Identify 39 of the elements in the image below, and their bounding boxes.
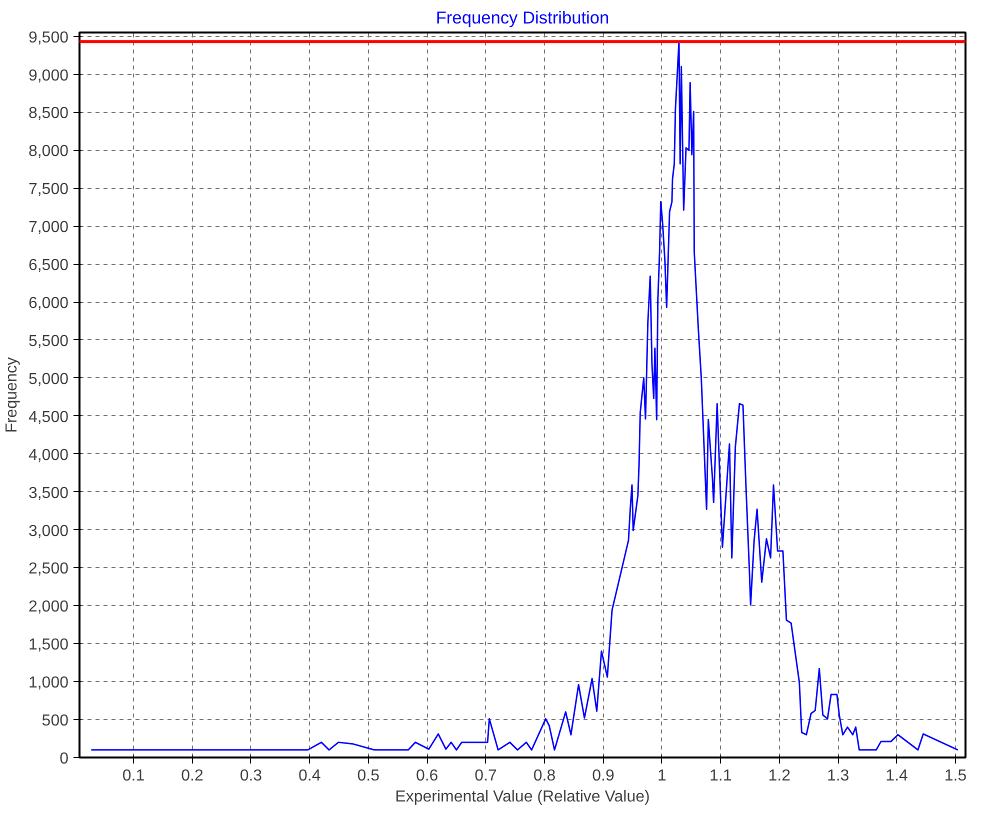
y-tick-label: 2,000: [28, 598, 69, 616]
y-axis-title: Frequency: [3, 357, 20, 433]
x-tick-label: 0.2: [181, 768, 204, 784]
y-tick-label: 5,500: [28, 332, 69, 350]
y-tick-label: 9,000: [28, 67, 69, 84]
x-tick-label: 1.3: [826, 768, 850, 784]
x-tick-label: 0.9: [592, 768, 614, 784]
x-tick-label: 0.6: [416, 768, 438, 784]
y-tick-label: 7,000: [28, 219, 69, 236]
x-tick-label: 1.4: [886, 768, 908, 784]
y-tick-label: 7,500: [28, 181, 69, 198]
y-tick-label: 4,000: [28, 446, 69, 464]
y-tick-label: 3,500: [28, 484, 69, 502]
x-axis-title: Experimental Value (Relative Value): [395, 788, 650, 806]
y-tick-label: 1,000: [28, 674, 69, 692]
x-tick-label: 0.4: [298, 768, 321, 784]
y-tick-label: 1,500: [28, 636, 69, 654]
x-tick-label: 0.1: [122, 768, 145, 784]
y-tick-label: 5,000: [28, 370, 69, 388]
x-tick-label: 0.7: [474, 768, 498, 784]
y-tick-label: 9,500: [28, 29, 69, 46]
y-tick-label: 4,500: [28, 408, 69, 426]
line-series: [90, 40, 959, 751]
x-tick-label: 0.3: [240, 768, 262, 784]
x-tick-label: 1.5: [944, 768, 967, 784]
y-tick-label: 6,000: [28, 295, 69, 312]
y-tick-label: 6,500: [28, 257, 69, 274]
y-tick-label: 2,500: [28, 560, 69, 578]
x-tick-label: 1: [657, 768, 666, 784]
y-tick-label: 8,000: [28, 143, 69, 160]
x-tick-label: 1.2: [768, 768, 791, 784]
x-tick-label: 0.5: [357, 768, 380, 784]
x-tick-label: 0.8: [533, 768, 556, 784]
x-tick-label: 1.1: [710, 768, 732, 784]
chart-title: Frequency Distribution: [436, 8, 610, 28]
y-tick-label: 500: [42, 712, 69, 730]
y-tick-label: 8,500: [28, 105, 69, 122]
y-tick-label: 3,000: [28, 522, 69, 540]
y-tick-label: 0: [60, 750, 69, 768]
